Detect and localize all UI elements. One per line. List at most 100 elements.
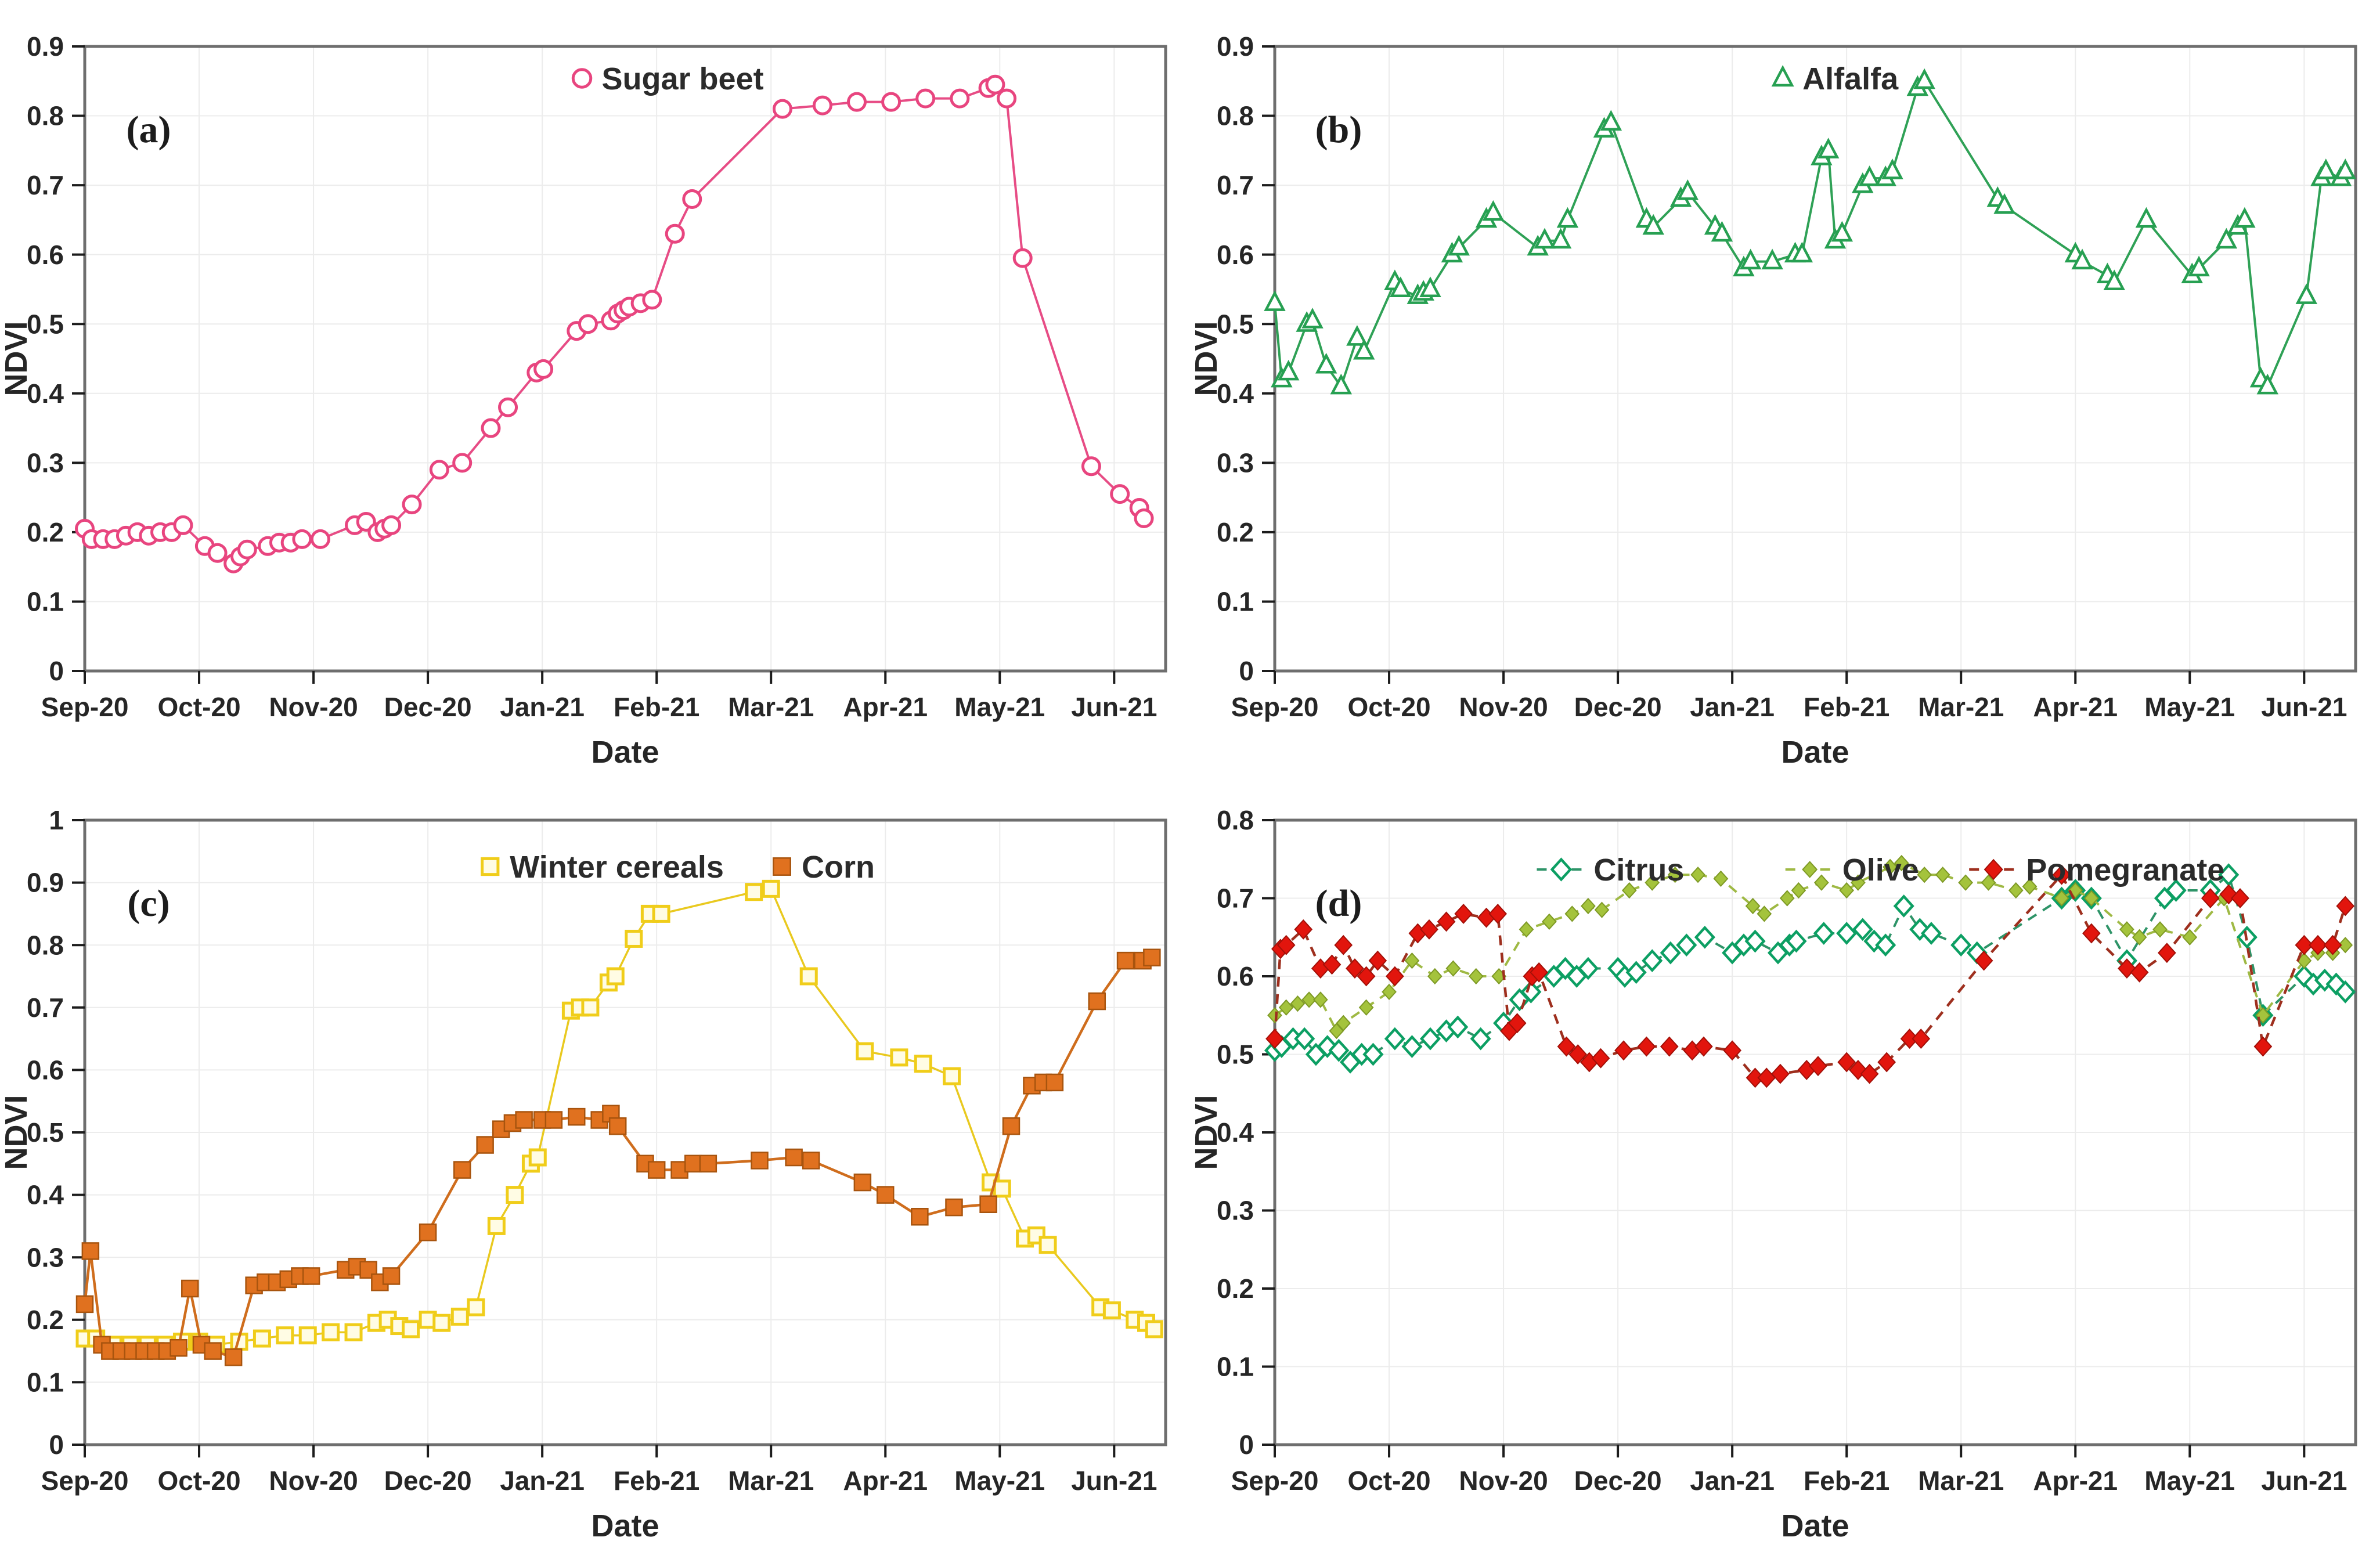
data-point-marker <box>1831 221 1853 242</box>
data-point-marker <box>2182 929 2198 946</box>
x-tick-label: Dec-20 <box>384 692 472 722</box>
legend-label: Pomegranate <box>2026 853 2224 887</box>
data-point-marker <box>2008 882 2024 899</box>
data-point-marker <box>1935 867 1950 883</box>
y-tick-label: 0.5 <box>27 1117 64 1148</box>
data-point-marker <box>237 539 257 560</box>
x-tick-label: Apr-21 <box>843 692 928 722</box>
data-point-marker <box>344 1323 363 1341</box>
series-line <box>1274 79 2346 389</box>
data-point-marker <box>2132 929 2147 946</box>
data-point-marker <box>1694 1036 1713 1057</box>
data-point-marker <box>1761 248 1783 270</box>
data-point-marker <box>2158 943 2176 964</box>
data-point-marker <box>544 1111 563 1129</box>
data-point-marker <box>985 74 1005 95</box>
x-tick-label: Jan-21 <box>1690 692 1775 722</box>
y-axis-title: NDVI <box>1190 321 1224 396</box>
y-tick-label: 0 <box>1239 1430 1254 1460</box>
y-tick-label: 0.2 <box>27 1305 64 1335</box>
data-point-marker <box>1564 905 1580 922</box>
y-tick-label: 0.8 <box>1217 805 1254 835</box>
panel-letter: (c) <box>127 882 170 925</box>
data-point-marker <box>2130 962 2149 983</box>
y-tick-label: 0.5 <box>1217 1040 1254 1070</box>
data-point-marker <box>1353 338 1375 360</box>
data-point-marker <box>1419 276 1441 297</box>
data-point-marker <box>1637 1036 1656 1057</box>
y-axis-title: NDVI <box>0 1095 34 1170</box>
data-point-marker <box>1557 1036 1576 1057</box>
data-point-marker <box>1581 897 1596 915</box>
data-point-marker <box>1917 867 1932 883</box>
data-point-marker <box>802 1152 820 1170</box>
data-point-marker <box>1134 508 1154 528</box>
data-point-marker <box>1594 901 1610 918</box>
data-point-marker <box>571 68 593 89</box>
panel-letter: (a) <box>127 109 171 151</box>
data-point-marker <box>1145 1320 1163 1338</box>
legend-item-winter-cereals: Winter cereals <box>481 850 724 885</box>
data-point-marker <box>1264 290 1286 311</box>
data-point-marker <box>204 1342 222 1360</box>
data-point-marker <box>1346 325 1368 346</box>
x-axis-title: Date <box>1781 735 1849 770</box>
data-point-marker <box>419 1223 437 1242</box>
data-point-marker <box>1336 1015 1351 1031</box>
x-tick-label: May-21 <box>2144 1466 2235 1496</box>
x-tick-label: Jan-21 <box>1690 1466 1775 1496</box>
data-point-marker <box>2201 888 2220 908</box>
data-point-marker <box>1294 1027 1315 1051</box>
data-point-marker <box>2255 1007 2271 1024</box>
data-point-marker <box>207 543 228 563</box>
data-point-marker <box>224 1348 243 1366</box>
data-point-marker <box>528 1148 547 1167</box>
data-point-marker <box>1711 221 1733 242</box>
data-point-marker <box>1858 165 1881 186</box>
data-point-marker <box>276 1326 294 1345</box>
gridlines <box>85 820 1166 1445</box>
data-point-marker <box>1875 933 1896 957</box>
data-point-marker <box>1690 867 1705 883</box>
y-tick-label: 0.2 <box>27 517 64 547</box>
data-point-marker <box>647 1161 666 1179</box>
data-point-marker <box>1362 1042 1384 1066</box>
y-tick-label: 0 <box>1239 656 1254 686</box>
chart-citrus-olive-pomegranate: 0 0.1 0.2 0.3 0.4 0.5 0.6 0.7 0.8 Sep-20 Oct-20 Nov… <box>1190 805 2357 1543</box>
data-point-marker <box>1660 941 1681 965</box>
data-point-marker <box>1301 308 1324 329</box>
data-point-marker <box>1694 925 1715 949</box>
x-tick-label: Apr-21 <box>2033 1466 2118 1496</box>
data-point-marker <box>1739 248 1762 270</box>
data-point-marker <box>1974 950 1993 971</box>
data-point-marker <box>914 1055 932 1073</box>
data-point-marker <box>2103 269 2125 290</box>
y-tick-label: 0.3 <box>27 448 64 478</box>
x-tick-label: Sep-20 <box>41 1466 129 1496</box>
data-point-marker <box>452 453 473 473</box>
data-point-marker <box>2118 958 2136 979</box>
data-point-marker <box>2253 1036 2273 1057</box>
data-point-marker <box>1881 158 1903 179</box>
y-tick-label: 0.3 <box>1217 448 1254 478</box>
legend-label: Winter cereals <box>510 850 724 885</box>
data-point-marker <box>1386 966 1404 987</box>
data-point-marker <box>1276 934 1296 955</box>
data-point-marker <box>1382 983 1397 1001</box>
x-tick-label: Jun-21 <box>1071 1466 1157 1496</box>
legend-item-alfalfa: Alfalfa <box>1771 62 1899 96</box>
data-point-marker <box>699 1154 717 1173</box>
legend: Winter cereals Corn <box>481 850 875 885</box>
y-tick-label: 0.5 <box>1217 309 1254 339</box>
x-tick-label: Apr-21 <box>2033 692 2118 722</box>
data-point-marker <box>1322 954 1342 975</box>
data-point-marker <box>751 1152 769 1170</box>
data-point-marker <box>950 88 970 109</box>
data-point-marker <box>1849 1059 1867 1080</box>
data-point-marker <box>1330 373 1353 395</box>
panel-letter: (b) <box>1315 109 1362 151</box>
data-point-marker <box>310 529 330 549</box>
data-point-marker <box>1984 858 2003 881</box>
data-point-marker <box>1420 919 1438 940</box>
